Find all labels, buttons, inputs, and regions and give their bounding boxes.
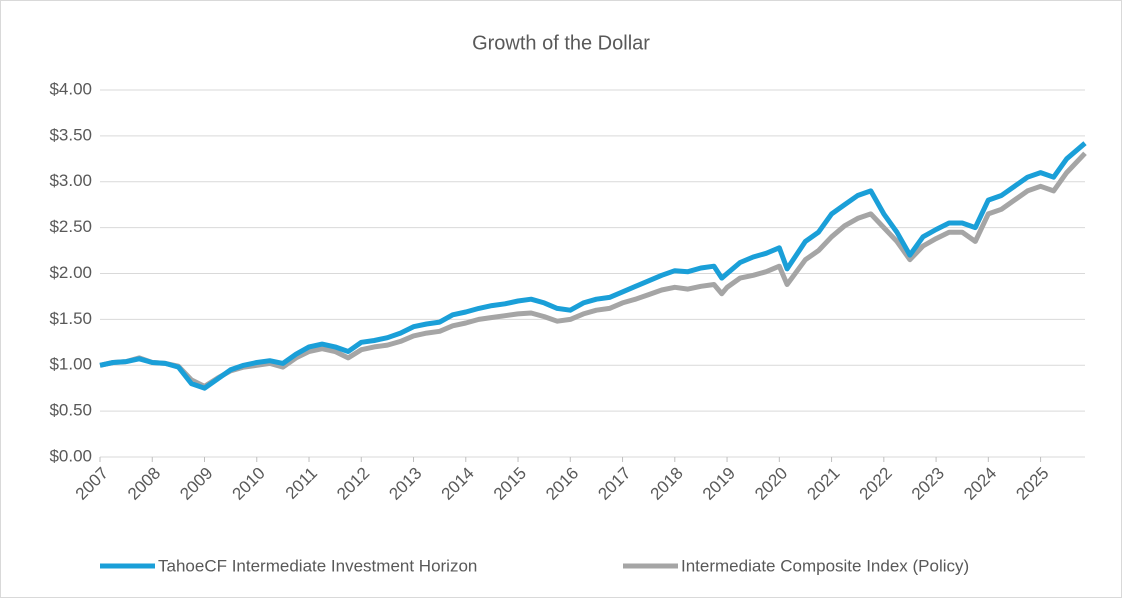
- series-line: [99, 141, 1087, 391]
- legend-label: Intermediate Composite Index (Policy): [681, 556, 969, 575]
- y-tick-label: $2.00: [49, 263, 92, 282]
- legend-label: TahoeCF Intermediate Investment Horizon: [158, 556, 477, 575]
- chart-title: Growth of the Dollar: [472, 32, 650, 54]
- y-tick-label: $0.50: [49, 401, 92, 420]
- y-tick-label: $1.50: [49, 309, 92, 328]
- series-line: [99, 151, 1087, 389]
- y-tick-label: $3.00: [49, 171, 92, 190]
- y-tick-label: $2.50: [49, 217, 92, 236]
- y-tick-label: $0.00: [49, 446, 92, 465]
- y-tick-label: $1.00: [49, 355, 92, 374]
- y-tick-label: $4.00: [49, 79, 92, 98]
- y-tick-label: $3.50: [49, 125, 92, 144]
